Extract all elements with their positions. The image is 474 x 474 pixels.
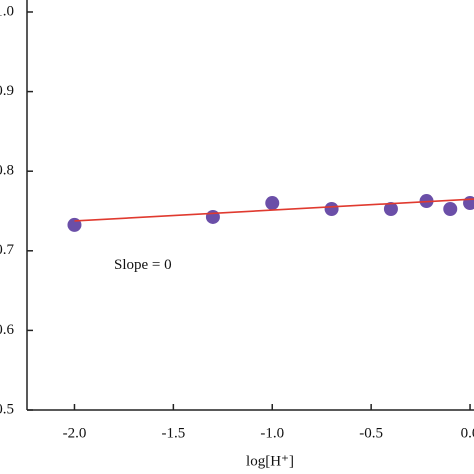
- y-tick-label: 0.5: [0, 401, 14, 417]
- y-tick-label: 0.9: [0, 83, 14, 99]
- data-point: [205, 209, 220, 224]
- fit-line: [74, 198, 474, 222]
- x-tick-label: -1.0: [260, 425, 284, 441]
- x-tick-label: -2.0: [63, 425, 87, 441]
- data-point: [463, 196, 474, 211]
- x-tick-label: -0.5: [359, 425, 383, 441]
- data-point: [383, 202, 398, 217]
- data-point: [265, 196, 280, 211]
- y-tick-label: 0.7: [0, 242, 15, 258]
- y-tick-label: 1.0: [0, 3, 14, 19]
- y-tick-label: 0.8: [0, 163, 14, 179]
- annotation: Slope = 0: [114, 257, 172, 273]
- x-tick-label: -1.5: [161, 425, 185, 441]
- x-tick-label: 0.0: [461, 425, 474, 441]
- data-point: [324, 202, 339, 217]
- y-tick-label: 0.6: [0, 322, 15, 338]
- x-axis-label: log[H⁺]: [246, 453, 294, 469]
- data-point: [443, 202, 458, 217]
